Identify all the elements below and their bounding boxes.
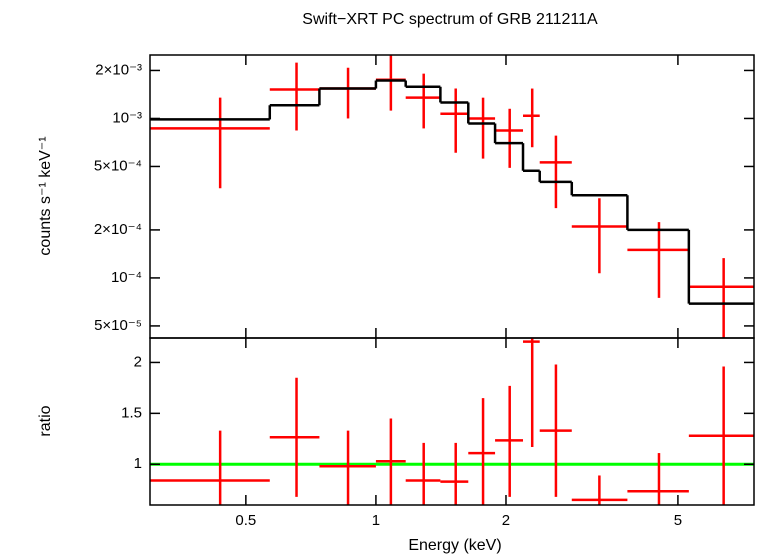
y-tick-label: 10⁻³	[112, 109, 142, 126]
y-axis-label: ratio	[37, 405, 54, 436]
panel-frame	[149, 337, 755, 506]
y-tick-label: 5×10⁻⁴	[94, 157, 142, 174]
x-tick-label: 1	[372, 512, 380, 529]
plot-area	[150, 338, 754, 505]
x-tick-label: 5	[674, 512, 682, 529]
chart-title: Swift−XRT PC spectrum of GRB 211211A	[302, 11, 598, 28]
plot-area	[150, 55, 754, 338]
x-tick-label: 2	[502, 512, 510, 529]
y-tick-label: 1.5	[121, 404, 142, 421]
y-tick-label: 5×10⁻⁵	[94, 317, 142, 334]
y-tick-label: 2×10⁻⁴	[94, 221, 142, 238]
y-tick-label: 10⁻⁴	[111, 269, 142, 286]
x-axis-label: Energy (keV)	[408, 537, 501, 554]
y-tick-label: 2×10⁻³	[95, 61, 142, 78]
panel-frame	[149, 54, 755, 339]
x-tick-label: 0.5	[235, 512, 256, 529]
y-tick-label: 1	[134, 455, 142, 472]
y-axis-label: counts s⁻¹ keV⁻¹	[37, 136, 54, 255]
y-tick-label: 2	[134, 353, 142, 370]
